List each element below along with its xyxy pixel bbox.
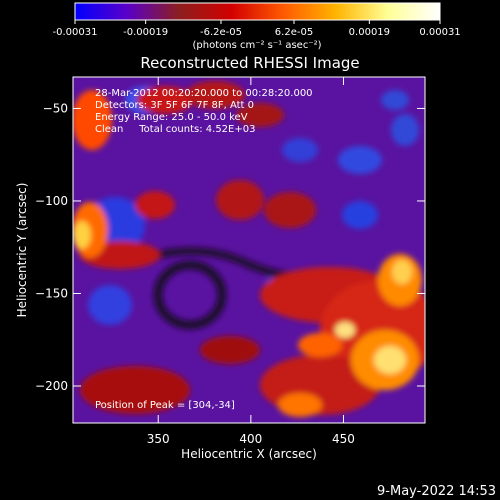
y-axis-ticks: −50 −100 −150 −200: [35, 101, 425, 393]
heatmap-blob: [391, 114, 419, 146]
colorbar-ticks: -0.00031 -0.00019 -6.2e-05 6.2e-05 0.00019 0.…: [53, 20, 461, 38]
x-tick-label: 450: [332, 432, 355, 446]
heatmap-ring: [153, 260, 227, 330]
colorbar-tick-label: 0.00031: [419, 27, 460, 38]
x-axis-label: Heliocentric X (arcsec): [181, 447, 317, 461]
plot-area: 350 400 450 −50 −100 −150 −200 28-Mar-2012 00…: [35, 76, 426, 446]
heatmap-blob: [342, 201, 378, 229]
x-axis-ticks: 350 400 450: [147, 77, 355, 446]
colorbar-tick-label: -6.2e-05: [200, 27, 242, 38]
heatmap-blob: [73, 221, 91, 249]
annotation-line: Clean Total counts: 4.52E+03: [95, 124, 255, 135]
heatmap-blob: [335, 322, 355, 338]
x-tick-label: 400: [239, 432, 262, 446]
colorbar: -0.00031 -0.00019 -6.2e-05 6.2e-05 0.00019 0.…: [53, 2, 461, 51]
heatmap-blob: [298, 333, 342, 357]
annotation-line: Detectors: 3F 5F 6F 7F 8F, Att 0: [95, 100, 254, 111]
heatmap-blob: [88, 285, 132, 325]
colorbar-tick-label: 0.00019: [349, 27, 390, 38]
y-tick-label: −50: [43, 101, 68, 115]
y-axis-label: Heliocentric Y (arcsec): [15, 183, 29, 318]
annotation-line: 28-Mar-2012 00:20:20.000 to 00:28:20.000: [95, 88, 313, 99]
colorbar-label: (photons cm⁻² s⁻¹ asec⁻²): [192, 40, 321, 51]
heatmap-blob: [264, 192, 316, 228]
annotation-line: Energy Range: 25.0 - 50.0 keV: [95, 112, 248, 123]
heatmap-blob: [381, 90, 409, 110]
annotation-block: 28-Mar-2012 00:20:20.000 to 00:28:20.000…: [95, 88, 313, 135]
colorbar-tick-label: -0.00019: [123, 27, 168, 38]
heatmap-blob: [338, 146, 382, 174]
chart-title: Reconstructed RHESSI Image: [140, 54, 359, 72]
heatmap-image: [73, 81, 425, 417]
y-tick-label: −150: [35, 286, 68, 300]
heatmap-blob: [374, 346, 406, 374]
heatmap-blob: [80, 366, 190, 414]
heatmap-blob: [282, 138, 318, 162]
x-tick-label: 350: [147, 432, 170, 446]
peak-position-label: Position of Peak = [304,-34]: [95, 400, 235, 411]
heatmap-blob: [185, 81, 245, 109]
colorbar-tick-label: -0.00031: [53, 27, 98, 38]
heatmap-blob: [135, 191, 175, 219]
heatmap-blob: [137, 86, 193, 114]
footer-timestamp: 9-May-2022 14:53: [377, 484, 496, 499]
colorbar-gradient: [74, 2, 441, 21]
heatmap-blob: [278, 393, 322, 417]
y-tick-label: −100: [35, 194, 68, 208]
heatmap-blob: [73, 90, 112, 150]
heatmap-blob: [200, 336, 260, 364]
plot-frame: [72, 76, 426, 424]
heatmap-blob: [236, 103, 284, 127]
colorbar-tick-label: 6.2e-05: [275, 27, 313, 38]
heatmap-blob: [216, 180, 264, 220]
heatmap-blob: [392, 260, 412, 284]
y-tick-label: −200: [35, 379, 68, 393]
